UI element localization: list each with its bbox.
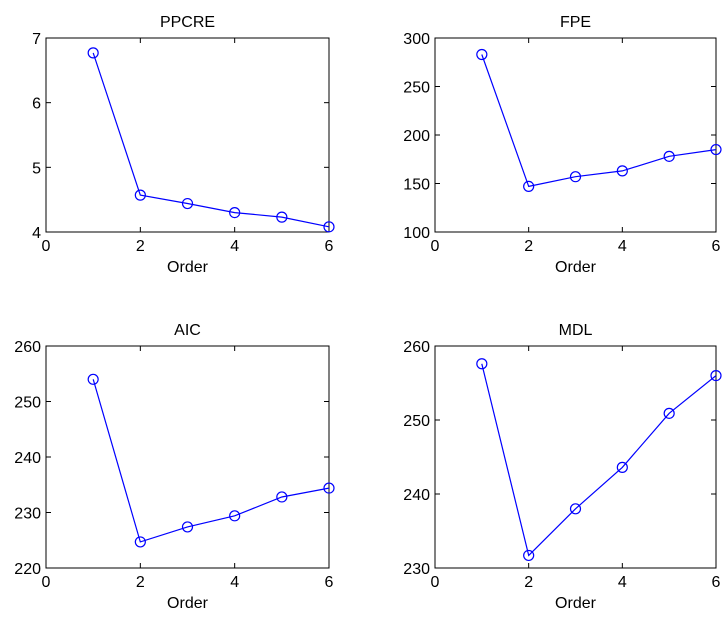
x-axis-label: Order [167, 595, 209, 612]
x-axis-label: Order [167, 259, 209, 276]
x-axis-label: Order [555, 595, 597, 612]
series-line [92, 52, 330, 228]
x-tick-label: 2 [136, 574, 145, 591]
plot-frame [434, 345, 717, 569]
chart-title: MDL [559, 322, 593, 339]
y-tick-label: 4 [32, 225, 41, 242]
y-tick-label: 240 [14, 450, 41, 467]
data-point [616, 165, 628, 177]
y-tick-label: 200 [403, 128, 430, 145]
y-tick-label: 260 [403, 339, 430, 356]
data-point [476, 48, 488, 61]
chart-panel-fpe: FPE 0 2 4 6 100 150 200 250 300 Order [403, 14, 722, 276]
chart-title: PPCRE [160, 14, 215, 31]
data-point [569, 171, 582, 183]
x-tick-label: 4 [230, 574, 239, 591]
data-point [476, 358, 488, 370]
series-line [481, 54, 717, 188]
data-point [569, 503, 582, 515]
y-tick-label: 7 [32, 31, 41, 48]
y-tick-label: 250 [14, 395, 41, 412]
data-point [134, 536, 146, 548]
data-point [181, 521, 194, 533]
x-tick-label: 6 [712, 574, 721, 591]
y-tick-label: 300 [403, 31, 430, 48]
y-tick-label: 100 [403, 225, 430, 242]
x-tick-label: 0 [431, 574, 440, 591]
y-tick-label: 230 [14, 506, 41, 523]
chart-panel-mdl: MDL 0 2 4 6 230 240 250 260 Order [403, 322, 722, 612]
x-tick-label: 4 [618, 574, 627, 591]
data-point [229, 510, 241, 522]
y-tick-label: 260 [14, 339, 41, 356]
data-point [323, 221, 335, 233]
x-tick-label: 2 [136, 238, 145, 255]
data-point [87, 373, 99, 385]
data-point [616, 461, 628, 473]
y-tick-label: 250 [403, 413, 430, 430]
x-axis-label: Order [555, 259, 597, 276]
data-point [276, 491, 288, 503]
y-tick-label: 6 [32, 96, 41, 113]
series-line [92, 379, 330, 543]
x-tick-label: 0 [42, 574, 51, 591]
x-tick-label: 4 [618, 238, 627, 255]
data-point [276, 211, 288, 223]
y-tick-label: 220 [14, 561, 41, 578]
x-tick-label: 6 [712, 238, 721, 255]
data-point [663, 150, 675, 162]
chart-panel-ppcre: PPCRE 0 2 4 6 4 5 6 7 Order [32, 14, 335, 276]
x-tick-label: 0 [42, 238, 51, 255]
y-tick-label: 230 [403, 561, 430, 578]
data-point [523, 549, 535, 562]
x-tick-label: 6 [325, 574, 334, 591]
data-point [323, 482, 335, 494]
data-point [663, 407, 675, 419]
chart-panel-aic: AIC 0 2 4 6 220 230 240 250 260 Order [14, 322, 335, 612]
y-tick-label: 240 [403, 487, 430, 504]
data-point [710, 143, 722, 156]
data-point [523, 180, 535, 193]
x-tick-label: 6 [325, 238, 334, 255]
data-point [181, 197, 194, 210]
chart-title: FPE [560, 14, 591, 31]
x-tick-label: 0 [431, 238, 440, 255]
data-point [710, 370, 722, 382]
plot-frame [45, 37, 330, 233]
x-tick-label: 2 [524, 574, 533, 591]
series-line [481, 363, 717, 557]
x-tick-label: 4 [230, 238, 239, 255]
y-tick-label: 250 [403, 80, 430, 97]
plot-frame [434, 37, 717, 233]
data-point [134, 189, 146, 201]
data-point [87, 47, 99, 59]
y-tick-label: 5 [32, 160, 41, 177]
x-tick-label: 2 [524, 238, 533, 255]
y-tick-label: 150 [403, 177, 430, 194]
data-point [229, 207, 241, 219]
chart-title: AIC [174, 322, 201, 339]
